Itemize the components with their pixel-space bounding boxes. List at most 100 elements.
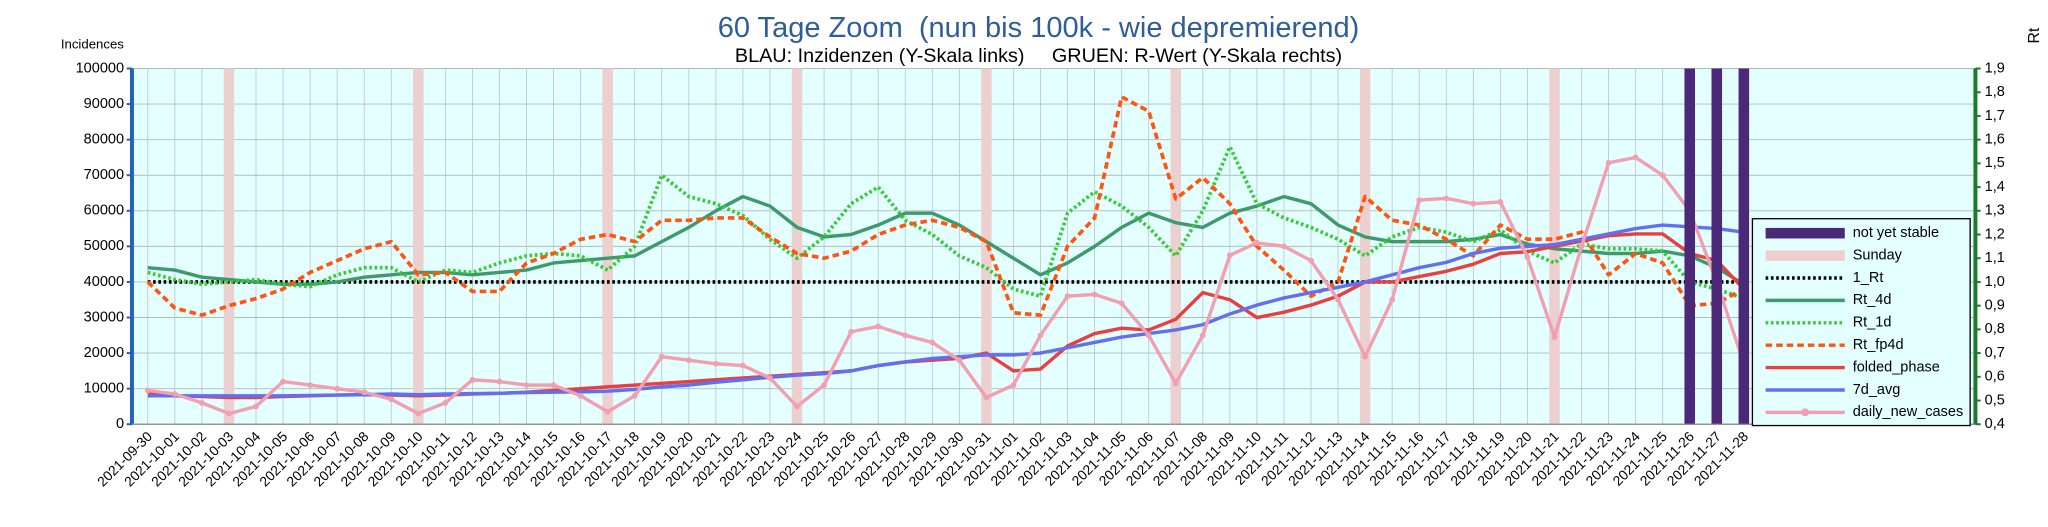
y2-tick-label: 1,8 [1985, 84, 2005, 100]
point [604, 408, 611, 415]
series-line [147, 223, 1745, 398]
point [1172, 380, 1179, 387]
point [1416, 197, 1423, 204]
bar [791, 68, 803, 425]
y2-tick-label: 1,0 [1985, 274, 2005, 290]
point [171, 391, 178, 397]
legend-label: 7d_avg [1853, 382, 1901, 398]
point [1632, 154, 1639, 161]
point [956, 357, 963, 364]
chart-subtitle: BLAU: Inzidenzen (Y-Skala links) GRUEN: … [735, 45, 1342, 67]
bar [413, 68, 424, 425]
y2-tick-label: 1,3 [1985, 203, 2005, 219]
point [415, 410, 422, 417]
point [1443, 195, 1450, 202]
point [902, 332, 909, 339]
point [1362, 353, 1369, 360]
point [1470, 200, 1477, 207]
point [875, 323, 882, 330]
y2-tick-label: 1,5 [1985, 155, 2005, 171]
point [469, 376, 476, 383]
legend: not yet stable Sunday 1_Rt Rt_4d Rt_1d Rt_fp4… [1751, 218, 1971, 427]
point [1254, 239, 1260, 246]
point [1010, 382, 1017, 389]
y-tick-label: 80000 [84, 131, 124, 147]
point [442, 399, 449, 406]
legend-swatch [1765, 250, 1845, 261]
bar [1738, 68, 1750, 425]
marks [144, 68, 1750, 425]
y2-tick-label: 0,5 [1985, 392, 2005, 408]
y2-tick-label: 0,7 [1985, 345, 2005, 361]
y2-tick-label: 0,6 [1985, 369, 2005, 385]
point [523, 382, 530, 389]
y2-tick-label: 1,1 [1985, 250, 2005, 266]
bar [223, 68, 235, 425]
y2-axis-label: Rt [2026, 27, 2043, 43]
point [1064, 293, 1071, 300]
point [1118, 300, 1125, 307]
legend-label: Sunday [1853, 247, 1903, 263]
point [1551, 334, 1558, 340]
point [1524, 254, 1531, 260]
point [226, 410, 232, 417]
bar [1711, 68, 1723, 425]
y-tick-label: 0 [116, 416, 124, 432]
series-line [147, 144, 1745, 301]
point [1659, 172, 1666, 179]
legend-label: 1_Rt [1853, 270, 1884, 286]
legend-label: Rt_1d [1853, 315, 1892, 331]
point [1281, 243, 1287, 250]
y2-tick-label: 1,7 [1985, 108, 2005, 124]
y2-tick-label: 0,4 [1985, 416, 2005, 432]
y-tick-label: 50000 [84, 238, 124, 254]
point [307, 382, 314, 389]
bar [1170, 68, 1182, 425]
y-tick-label: 90000 [84, 96, 124, 112]
point [144, 387, 151, 394]
point [1578, 243, 1585, 250]
legend-marker [1801, 408, 1810, 417]
y2-tick-label: 1,2 [1985, 226, 2005, 242]
legend-swatch [1765, 227, 1845, 239]
point [1037, 332, 1044, 339]
point [1497, 199, 1504, 205]
point [685, 357, 692, 364]
point [1389, 296, 1396, 303]
bar [1359, 68, 1371, 425]
point [334, 385, 341, 392]
y-tick-label: 70000 [84, 167, 124, 183]
point [280, 378, 286, 385]
y2-tick-label: 1,4 [1985, 179, 2005, 195]
point [929, 339, 936, 346]
y-tick-label: 20000 [84, 345, 124, 361]
point [848, 328, 855, 335]
legend-label: daily_new_cases [1853, 404, 1964, 420]
chart-title: 60 Tage Zoom (nun bis 100k - wie depremi… [718, 12, 1360, 44]
series-line [146, 95, 1745, 317]
y-axis-label: Incidences [61, 37, 124, 52]
point [1308, 257, 1314, 264]
legend-label: folded_phase [1853, 359, 1940, 375]
point [1605, 159, 1612, 166]
point [388, 396, 395, 403]
point [253, 403, 259, 410]
legend-label: not yet stable [1853, 225, 1939, 241]
point [1335, 296, 1341, 303]
legend-label: Rt_4d [1853, 292, 1892, 308]
legend-label: Rt_fp4d [1853, 337, 1904, 353]
y2-tick-label: 0,9 [1985, 297, 2005, 313]
y2-tick-label: 1,9 [1985, 60, 2005, 76]
point [821, 382, 827, 389]
point [577, 392, 584, 399]
y-tick-label: 30000 [84, 309, 124, 325]
y2-tick-label: 1,6 [1985, 131, 2005, 147]
bar [602, 68, 613, 425]
y-tick-label: 40000 [84, 274, 124, 290]
point [550, 382, 557, 389]
point [740, 362, 746, 369]
point [794, 403, 800, 410]
point [198, 399, 205, 406]
bar [1684, 68, 1696, 425]
